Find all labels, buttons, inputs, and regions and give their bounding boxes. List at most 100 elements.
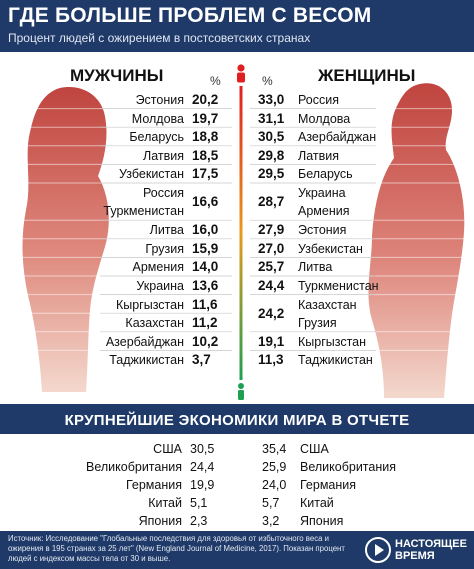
- economy-women-value: 24,0: [262, 478, 287, 492]
- women-value: 24,2: [258, 305, 285, 321]
- person-green-icon: [238, 383, 244, 400]
- men-value: 10,2: [192, 333, 219, 349]
- women-country-name: Кыргызстан: [298, 334, 367, 349]
- women-value: 27,0: [258, 240, 285, 256]
- women-value: 11,3: [258, 352, 284, 368]
- women-value: 24,4: [258, 278, 285, 293]
- men-country-name: Кыргызстан: [115, 297, 184, 312]
- economies-title: КРУПНЕЙШИЕ ЭКОНОМИКИ МИРА В ОТЧЕТЕ: [64, 412, 410, 429]
- men-country-label: Азербайджан: [106, 333, 184, 351]
- economy-men-value: 24,4: [190, 460, 215, 474]
- page-title: ГДЕ БОЛЬШЕ ПРОБЛЕМ С ВЕСОМ: [8, 4, 372, 27]
- economy-women-value: 25,9: [262, 460, 287, 474]
- economy-men-country: Япония: [138, 514, 182, 528]
- women-country-name: Украина: [298, 186, 346, 200]
- men-value: 13,6: [192, 278, 219, 293]
- men-country-label: Армения: [133, 258, 185, 276]
- men-country-label: Литва: [150, 221, 184, 239]
- economies-header-band: КРУПНЕЙШИЕ ЭКОНОМИКИ МИРА В ОТЧЕТЕ: [0, 404, 474, 434]
- women-country-label: Туркменистан: [298, 277, 379, 295]
- source-note: Источник: Исследование "Глобальные после…: [8, 534, 345, 563]
- men-label: МУЖЧИНЫ: [70, 66, 164, 85]
- women-country-name: Казахстан: [298, 297, 357, 312]
- page-subtitle: Процент людей с ожирением в постсоветски…: [8, 31, 311, 45]
- economy-men-country: США: [153, 442, 182, 456]
- men-country-label: Узбекистан: [119, 165, 184, 183]
- men-value: 14,0: [192, 259, 219, 275]
- economy-men-country: Великобритания: [86, 460, 182, 474]
- women-country-name: Молдова: [298, 111, 351, 126]
- header-band: ГДЕ БОЛЬШЕ ПРОБЛЕМ С ВЕСОМ Процент людей…: [0, 0, 474, 52]
- women-value: 28,7: [258, 194, 285, 210]
- economy-women-value: 35,4: [262, 442, 287, 456]
- men-country-name: Грузия: [145, 241, 184, 256]
- men-country-label: Казахстан: [125, 314, 184, 332]
- play-logo-icon: [365, 537, 391, 563]
- economy-women-value: 5,7: [262, 496, 280, 510]
- women-country-name: Узбекистан: [298, 241, 363, 256]
- economy-women-value: 3,2: [262, 514, 280, 528]
- economy-women-country: Япония: [300, 514, 344, 528]
- economy-men-country: Китай: [148, 496, 182, 510]
- men-country-name: Эстония: [135, 93, 184, 107]
- economy-women-country: США: [300, 442, 329, 456]
- economy-men-value: 30,5: [190, 442, 215, 456]
- men-country-name: Украина: [136, 279, 184, 293]
- women-country-label: Россия: [298, 91, 339, 109]
- women-value: 27,9: [258, 222, 285, 238]
- men-value: 15,9: [192, 240, 219, 256]
- women-label: ЖЕНЩИНЫ: [318, 66, 416, 85]
- women-value: 29,5: [258, 166, 285, 182]
- economy-women-country: Германия: [300, 478, 357, 492]
- economies-panel: [0, 434, 474, 534]
- women-country-label: Кыргызстан: [298, 333, 366, 351]
- men-country-label: Украина: [136, 277, 184, 295]
- women-country-label: Украина Армения: [298, 184, 350, 220]
- men-country-label: Латвия: [143, 147, 184, 165]
- female-silhouette: [368, 83, 465, 399]
- men-country-label: Эстония: [136, 91, 184, 109]
- men-country-label: Молдова: [132, 110, 184, 128]
- men-country-label: Беларусь: [129, 128, 184, 146]
- footer-band: Источник: Исследование "Глобальные после…: [0, 531, 474, 569]
- economy-men-country: Германия: [125, 478, 182, 492]
- women-country-label: Молдова: [298, 110, 350, 128]
- men-country-name: Россия: [143, 186, 184, 200]
- women-country-name: Беларусь: [298, 167, 353, 182]
- men-country-name: Молдова: [131, 111, 184, 126]
- men-value: 19,7: [192, 110, 219, 126]
- row-separators: [100, 108, 376, 351]
- men-value: 18,5: [192, 147, 219, 163]
- brand-logo-text: НАСТОЯЩЕЕ ВРЕМЯ: [395, 538, 467, 562]
- women-country-name: Эстония: [298, 223, 347, 238]
- men-value: 20,2: [192, 92, 219, 107]
- men-value: 17,5: [192, 166, 219, 182]
- men-value: 11,2: [192, 315, 218, 331]
- male-silhouette: [22, 87, 109, 392]
- men-value: 18,8: [192, 129, 219, 145]
- women-country-label: Латвия: [298, 147, 339, 165]
- brand-logo-line-2: ВРЕМЯ: [395, 550, 435, 562]
- economy-men-value: 5,1: [190, 496, 208, 510]
- economy-men-value: 19,9: [190, 478, 215, 492]
- women-country-label: Литва: [298, 258, 332, 276]
- men-country-name: Узбекистан: [119, 167, 184, 182]
- men-pct-header: %: [210, 74, 221, 88]
- men-country-label: Кыргызстан: [116, 296, 184, 314]
- men-value: 3,7: [192, 352, 211, 368]
- scale-line: [239, 86, 243, 380]
- women-pct-header: %: [262, 74, 273, 88]
- women-value: 29,8: [258, 147, 285, 163]
- person-red-icon: [237, 64, 245, 83]
- women-country-label: Узбекистан: [298, 240, 363, 258]
- men-country-name: Азербайджан: [105, 334, 184, 349]
- men-country-name: Таджикистан: [109, 353, 184, 368]
- men-country-name: Литва: [149, 223, 184, 238]
- women-country-name: Туркменистан: [298, 279, 379, 293]
- economy-women-country: Великобритания: [300, 460, 396, 474]
- women-value: 33,0: [258, 92, 285, 107]
- men-value: 16,0: [192, 222, 219, 238]
- brand-logo-line-1: НАСТОЯЩЕЕ: [395, 538, 467, 550]
- women-country-name: Азербайджан: [298, 130, 377, 145]
- men-country-name: Армения: [132, 260, 185, 275]
